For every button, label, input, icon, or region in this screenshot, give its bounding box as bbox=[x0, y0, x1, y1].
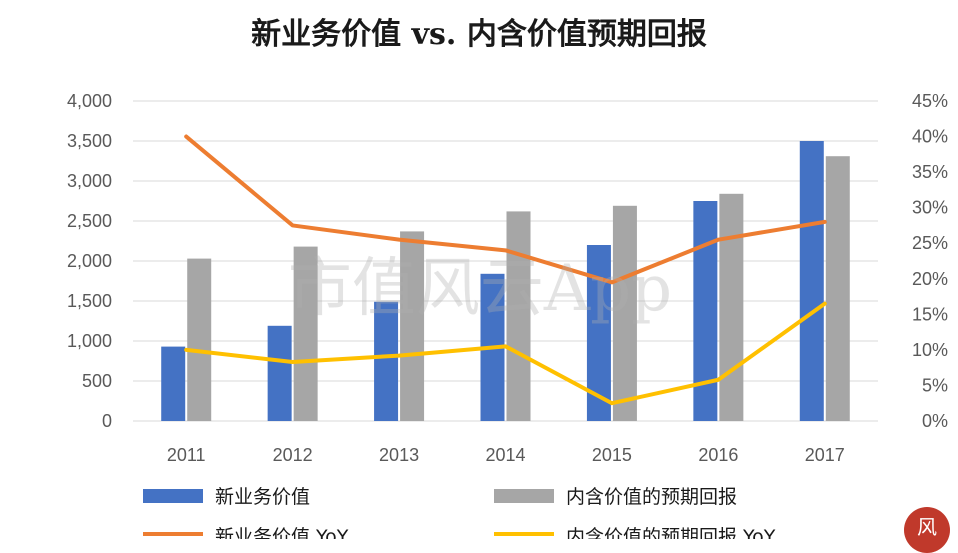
y-tick-right: 20% bbox=[912, 269, 948, 289]
bar-ev-expected-return bbox=[506, 211, 531, 421]
x-tick: 2014 bbox=[485, 445, 525, 465]
legend-label: 新业务价值 YoY bbox=[215, 526, 349, 539]
legend-swatch bbox=[143, 489, 203, 503]
y-tick-left: 2,000 bbox=[67, 251, 112, 271]
legend-label: 新业务价值 bbox=[215, 486, 310, 508]
y-tick-right: 30% bbox=[912, 198, 948, 218]
y-tick-left: 1,000 bbox=[67, 331, 112, 351]
bar-ev-expected-return bbox=[187, 258, 212, 421]
bar-ev-expected-return bbox=[400, 231, 425, 421]
x-tick: 2013 bbox=[379, 445, 419, 465]
bar-new-business-value bbox=[799, 141, 824, 421]
bar-new-business-value bbox=[161, 346, 186, 421]
x-tick: 2016 bbox=[698, 445, 738, 465]
bar-ev-expected-return bbox=[825, 156, 850, 421]
chart: 新业务价值 vs. 内含价值预期回报 百万美元 4,0003,5003,0002… bbox=[67, 17, 948, 539]
y-tick-left: 1,500 bbox=[67, 291, 112, 311]
legend-label: 内含价值的预期回报 bbox=[566, 486, 737, 508]
bars bbox=[161, 141, 850, 421]
y-tick-right: 15% bbox=[912, 304, 948, 324]
y-tick-left: 4,000 bbox=[67, 91, 112, 111]
y-ticks-left: 4,000 3,500 3,000 2,500 2,000 1,500 1,000 500 0 bbox=[67, 91, 112, 431]
bar-ev-expected-return bbox=[719, 193, 744, 421]
x-tick: 2017 bbox=[805, 445, 845, 465]
x-ticks: 2011 2012 2013 2014 2015 2016 2017 bbox=[167, 445, 845, 465]
y-tick-left: 500 bbox=[82, 371, 112, 391]
line-ev-return-yoy bbox=[184, 301, 827, 406]
bar-new-business-value bbox=[374, 301, 399, 421]
y-tick-right: 10% bbox=[912, 340, 948, 360]
lines bbox=[184, 134, 827, 406]
y-tick-right: 0% bbox=[922, 411, 948, 431]
y-ticks-right: 45% 40% 35% 30% 25% 20% 15% 10% 5% 0% bbox=[912, 91, 948, 431]
y-tick-right: 5% bbox=[922, 375, 948, 395]
x-tick: 2011 bbox=[167, 445, 206, 465]
bar-new-business-value bbox=[267, 325, 292, 421]
y-tick-right: 40% bbox=[912, 127, 948, 147]
legend-swatch bbox=[494, 489, 554, 503]
x-tick: 2015 bbox=[592, 445, 632, 465]
chart-title: 新业务价值 vs. 内含价值预期回报 bbox=[251, 17, 707, 52]
gridlines bbox=[133, 100, 878, 422]
y-tick-left: 2,500 bbox=[67, 211, 112, 231]
x-tick: 2012 bbox=[273, 445, 313, 465]
y-tick-left: 3,500 bbox=[67, 131, 112, 151]
legend-label: 内含价值的预期回报 YoY bbox=[566, 526, 776, 539]
bar-ev-expected-return bbox=[293, 246, 318, 421]
y-tick-left: 3,000 bbox=[67, 171, 112, 191]
y-tick-right: 45% bbox=[912, 91, 948, 111]
logo-icon: 风 bbox=[904, 507, 950, 553]
y-tick-left: 0 bbox=[102, 411, 112, 431]
bar-ev-expected-return bbox=[612, 205, 637, 421]
y-tick-right: 25% bbox=[912, 233, 948, 253]
watermark: 市值风云App bbox=[288, 252, 672, 326]
bar-new-business-value bbox=[693, 201, 718, 421]
line-new-business-yoy bbox=[184, 134, 827, 285]
y-tick-right: 35% bbox=[912, 162, 948, 182]
